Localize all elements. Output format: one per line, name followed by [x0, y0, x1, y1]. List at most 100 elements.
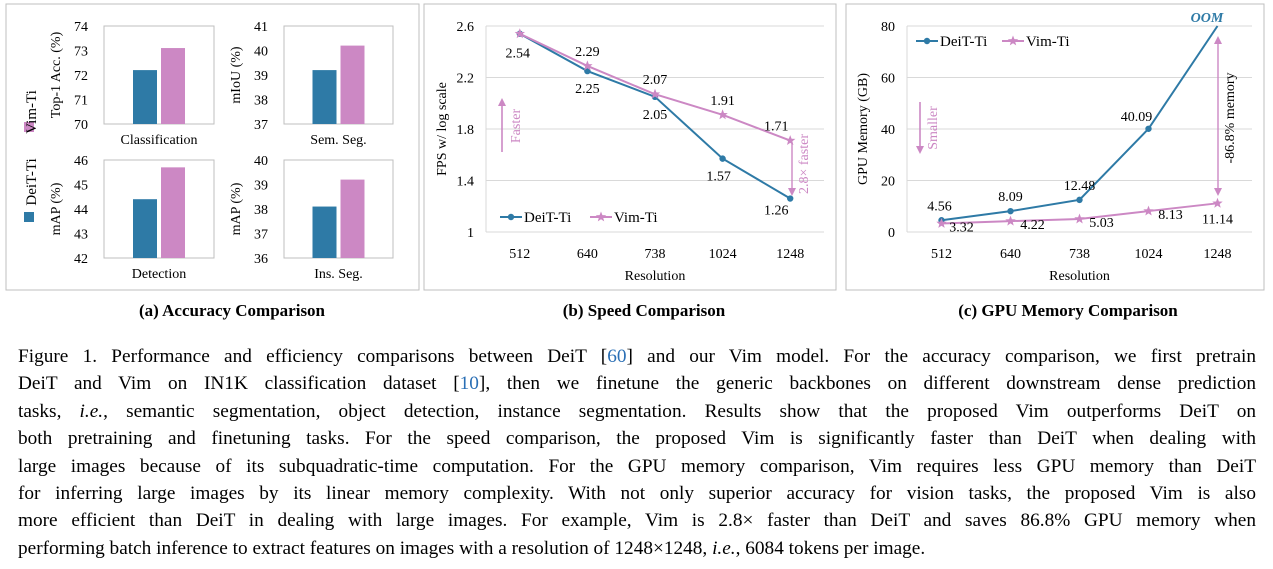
caption-line-7: more efficient than DeiT in dealing with…: [18, 510, 1256, 532]
bar-vim: [340, 45, 365, 124]
y-tick-label: 40: [254, 154, 268, 169]
caption-line-8: performing batch inference to extract fe…: [18, 537, 926, 559]
panel-b-border: [423, 3, 837, 291]
x-tick-label: 738: [1069, 247, 1090, 262]
smaller-label: Smaller: [926, 106, 941, 150]
y-tick-label: 70: [74, 118, 88, 133]
legend-marker-vim: [1007, 35, 1019, 46]
y-tick-label: 37: [254, 118, 268, 133]
memory-annotation: -86.8% memory: [1214, 36, 1238, 196]
subplot-frame: [283, 25, 394, 125]
data-label-deit: 8.09: [998, 190, 1023, 205]
y-tick-label: 39: [254, 69, 268, 84]
x-tick-label: 640: [577, 247, 598, 262]
x-category-label: Ins. Seg.: [314, 267, 363, 282]
y-tick-label: 2.6: [457, 20, 475, 35]
x-axis-label: Resolution: [1049, 269, 1110, 284]
legend-vim-label: Vim-Ti: [24, 90, 40, 134]
subplot-frame: [103, 25, 215, 125]
chart-memory: 0 20 40 60 80 512 640 738 1024 1248 Resolution GPU …: [856, 20, 1252, 284]
point-deit: [1076, 196, 1083, 204]
point-vim: [936, 218, 947, 228]
x-tick-label: 1024: [1135, 247, 1163, 262]
x-axis-label: Resolution: [625, 269, 686, 284]
point-vim: [514, 28, 525, 39]
memory-label: -86.8% memory: [1223, 73, 1238, 164]
caption-line-3: tasks, i.e., semantic segmentation, obje…: [18, 400, 1257, 422]
data-label-deit: 12.48: [1064, 179, 1096, 194]
data-label-deit: 1.57: [706, 170, 731, 185]
y-tick-label: 36: [254, 252, 268, 267]
point-vim: [785, 135, 796, 145]
data-label-deit: 4.56: [927, 199, 952, 214]
y-tick-label: 0: [888, 226, 895, 241]
data-label-vim: 4.22: [1020, 218, 1045, 233]
point-deit: [584, 67, 591, 75]
point-vim: [1212, 197, 1223, 208]
y-tick-label: 1: [467, 226, 474, 241]
x-tick-label: 512: [509, 247, 530, 262]
data-label-deit: 2.25: [575, 82, 600, 97]
chart-speed: 1 1.4 1.8 2.2 2.6 512 640 738 1024 1248 Resolution…: [435, 20, 824, 284]
caption-line-2: DeiT and Vim on IN1K classification data…: [18, 373, 1256, 395]
bar-deit: [133, 199, 157, 258]
legend-label-vim: Vim-Ti: [614, 210, 658, 226]
citation-link-10[interactable]: 10: [459, 373, 479, 395]
point-deit: [719, 155, 726, 162]
caption-line-4: both pretraining and finetuning tasks. F…: [18, 428, 1256, 450]
faster-label: Faster: [509, 109, 524, 144]
point-deit: [1145, 125, 1152, 132]
x-category-label: Classification: [121, 133, 198, 148]
y-tick-label: 1.4: [457, 175, 475, 190]
y-tick-label: 40: [254, 45, 268, 60]
x-tick-label: 1248: [776, 247, 804, 262]
y-tick-label: 1.8: [457, 123, 475, 138]
bar-vim: [340, 179, 365, 258]
y-tick-label: 60: [881, 72, 895, 87]
y-axis-label: mIoU (%): [229, 46, 244, 103]
y-axis-label: mAP (%): [229, 182, 244, 235]
y-axis-label: Top-1 Acc. (%): [49, 31, 64, 118]
figure-1: Vim-Ti DeiT-Ti 70 71 72 73 74 Top-1 Acc. (%) C…: [5, 3, 1265, 320]
chart-detection: 42 43 44 45 46 mAP (%) Detection: [49, 154, 215, 282]
point-vim: [649, 88, 661, 99]
data-label-vim: 5.03: [1089, 216, 1114, 231]
subplot-frame: [103, 159, 215, 259]
bar-deit: [312, 70, 337, 124]
legend-marker-deit: [923, 37, 931, 45]
data-label-vim: 2.07: [643, 73, 668, 88]
x-category-label: Detection: [132, 267, 186, 282]
chart-sem-seg: 37 38 39 40 41 mIoU (%) Sem. Seg.: [229, 20, 394, 148]
bar-deit: [133, 70, 157, 124]
point-vim: [1005, 215, 1016, 226]
data-label-vim: 8.13: [1158, 208, 1183, 223]
y-tick-label: 46: [74, 154, 88, 169]
y-tick-label: 43: [74, 228, 88, 243]
legend-label-deit: DeiT-Ti: [524, 210, 571, 226]
panel-b-title: (b) Speed Comparison: [563, 301, 726, 320]
y-tick-label: 45: [74, 179, 88, 194]
legend-deit-label: DeiT-Ti: [24, 158, 40, 205]
y-axis-label: FPS w/ log scale: [435, 82, 450, 176]
point-vim: [1143, 205, 1154, 216]
y-axis-label: GPU Memory (GB): [856, 73, 871, 185]
y-tick-label: 44: [74, 203, 88, 218]
x-tick-label: 738: [645, 247, 666, 262]
point-vim: [717, 109, 728, 120]
bar-deit: [312, 206, 337, 258]
data-label-deit: 1.26: [764, 204, 789, 219]
citation-link-60[interactable]: 60: [607, 346, 627, 367]
caption-line-6: for inferring large images by its linear…: [18, 483, 1256, 505]
panel-c-title: (c) GPU Memory Comparison: [958, 301, 1178, 320]
y-tick-label: 2.2: [457, 72, 475, 87]
figure-caption: Figure 1. Performance and efficiency com…: [18, 343, 1256, 562]
y-tick-label: 20: [881, 175, 895, 190]
x-tick-label: 1024: [709, 247, 737, 262]
legend-marker-deit: [507, 213, 515, 221]
y-tick-label: 41: [254, 20, 268, 35]
panel-a-title: (a) Accuracy Comparison: [139, 301, 326, 320]
legend-label-vim: Vim-Ti: [1026, 34, 1070, 50]
x-tick-label: 512: [931, 247, 952, 262]
panel-c-border: [845, 3, 1265, 291]
bar-vim: [161, 48, 185, 124]
